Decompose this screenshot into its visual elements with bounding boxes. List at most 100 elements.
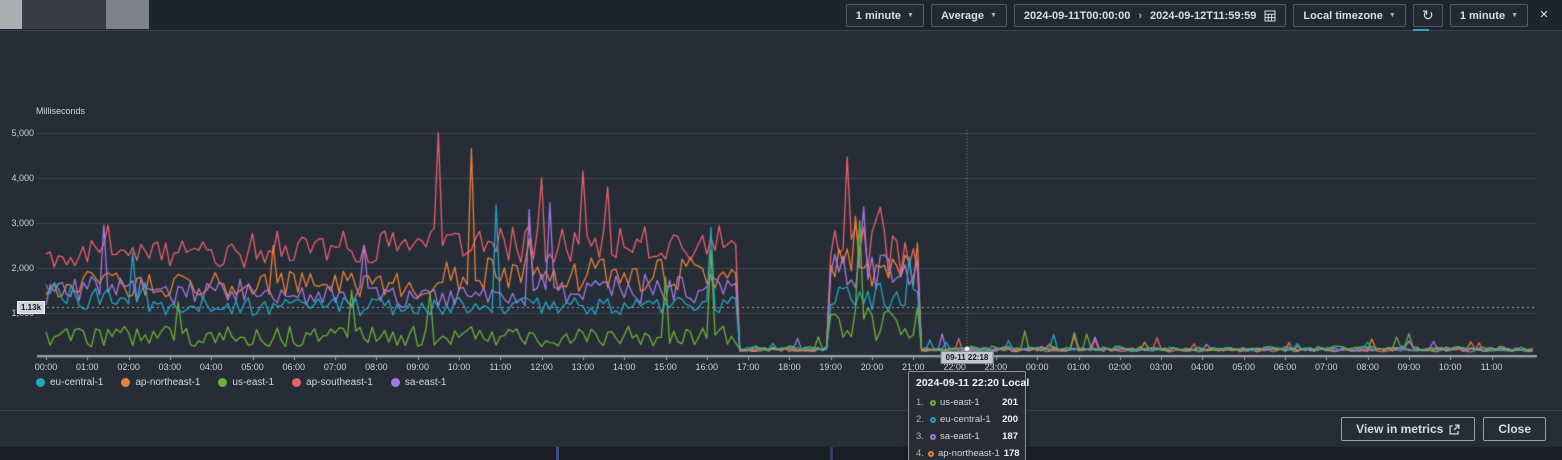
- chevron-right-icon: ›: [1138, 9, 1142, 22]
- date-range-start: 2024-09-11T00:00:00: [1023, 9, 1131, 22]
- series-ring-icon: [930, 399, 936, 406]
- statistic-dropdown[interactable]: Average ▼: [930, 4, 1007, 27]
- date-range-end: 2024-09-12T11:59:59: [1150, 9, 1257, 22]
- x-axis-tick-label: 20:00: [860, 362, 884, 372]
- x-axis-tick-label: 09:00: [406, 362, 429, 372]
- tooltip-rank: 3.: [916, 431, 924, 442]
- chevron-down-icon: ▼: [1388, 12, 1396, 19]
- x-axis-tick-label: 07:00: [1315, 362, 1338, 372]
- tooltip-rank: 1.: [916, 397, 924, 408]
- legend-color-dot: [292, 378, 302, 387]
- tooltip-series-value: 187: [1002, 431, 1018, 442]
- x-axis-tick-label: 03:00: [158, 362, 182, 372]
- x-axis-tick-label: 11:00: [1480, 362, 1503, 372]
- x-axis-tick-label: 01:00: [1067, 362, 1090, 372]
- y-axis-tick-label: 4,000: [11, 173, 34, 183]
- legend-item-sa-east-1[interactable]: sa-east-1: [390, 377, 447, 388]
- x-axis-tick-label: 18:00: [778, 362, 801, 372]
- x-axis-tick-label: 07:00: [323, 362, 347, 372]
- legend-label: sa-east-1: [404, 377, 447, 388]
- tooltip-rank: 4.: [916, 448, 924, 459]
- x-axis-tick-label: 09:00: [1397, 362, 1421, 372]
- tooltip-timestamp: 2024-09-11 22:20 Local: [916, 377, 1030, 389]
- refresh-interval-dropdown[interactable]: 1 minute ▼: [1449, 4, 1528, 27]
- x-axis-tick-label: 03:00: [1149, 362, 1173, 372]
- series-ring-icon: [930, 433, 936, 440]
- x-axis-tick-label: 04:00: [199, 362, 223, 372]
- tooltip-row: 3. sa-east-1 187: [916, 428, 1018, 445]
- x-axis-tick-label: 05:00: [241, 362, 264, 372]
- tooltip-rank: 2.: [916, 414, 924, 425]
- tooltip-row: 4. ap-northeast-1 178: [916, 445, 1020, 460]
- date-range-picker[interactable]: 2024-09-11T00:00:00 › 2024-09-12T11:59:5…: [1013, 4, 1287, 27]
- tooltip-series-value: 200: [1002, 414, 1018, 425]
- refresh-control: ↻: [1412, 4, 1443, 31]
- crosshair-time-badge: 09-11 22:18: [940, 351, 994, 364]
- x-axis-tick-label: 04:00: [1191, 362, 1214, 372]
- tooltip-series-value: 178: [1003, 448, 1020, 459]
- y-axis-title: Milliseconds: [36, 106, 86, 116]
- redacted-title-block: [22, 0, 106, 29]
- series-ring-icon: [927, 450, 934, 457]
- chart-toolbar: 1 minute ▼ Average ▼ 2024-09-11T00:00:00…: [845, 4, 1528, 31]
- x-axis-tick-label: 23:00: [984, 362, 1008, 372]
- legend-item-eu-central-1[interactable]: eu-central-1: [36, 377, 103, 388]
- legend-color-dot: [121, 378, 131, 387]
- x-axis-tick-label: 15:00: [654, 362, 677, 372]
- tooltip-series-value: 201: [1002, 397, 1018, 408]
- dialog-close-icon[interactable]: ×: [1539, 6, 1549, 23]
- redacted-title-block: [106, 0, 149, 29]
- refresh-button[interactable]: ↻: [1412, 4, 1443, 27]
- close-button[interactable]: Close: [1483, 417, 1546, 441]
- chevron-down-icon: ▼: [907, 12, 914, 19]
- footer-divider: [0, 410, 1562, 411]
- series-ring-icon: [930, 416, 936, 423]
- x-axis-tick-label: 17:00: [736, 362, 760, 372]
- legend-label: eu-central-1: [50, 377, 104, 388]
- legend-color-dot: [390, 378, 400, 387]
- x-axis-tick-label: 02:00: [1108, 362, 1132, 372]
- y-axis-tick-label: 2,000: [11, 263, 34, 273]
- background-page-strip: [0, 447, 1562, 460]
- background-page-artifact: [556, 447, 559, 460]
- period-dropdown[interactable]: 1 minute ▼: [845, 4, 924, 27]
- x-axis-tick-label: 00:00: [1025, 362, 1049, 372]
- x-axis-tick-label: 10:00: [447, 362, 471, 372]
- legend-label: us-east-1: [232, 377, 275, 388]
- x-axis-tick-label: 21:00: [902, 362, 925, 372]
- legend-label: ap-northeast-1: [135, 377, 201, 388]
- background-page-artifact: [830, 447, 833, 460]
- x-axis-tick-label: 22:00: [943, 362, 966, 372]
- timezone-dropdown[interactable]: Local timezone ▼: [1293, 4, 1406, 27]
- calendar-icon: [1264, 10, 1276, 22]
- tooltip-series-label: us-east-1: [940, 397, 980, 408]
- redacted-title-block: [0, 0, 22, 29]
- legend-item-us-east-1[interactable]: us-east-1: [218, 377, 274, 388]
- x-axis-tick-label: 16:00: [695, 362, 719, 372]
- period-dropdown-label: 1 minute: [855, 9, 902, 22]
- tooltip-row: 2. eu-central-1 200: [916, 411, 1018, 428]
- x-axis-tick-label: 10:00: [1438, 362, 1462, 372]
- tooltip-series-label: ap-northeast-1: [937, 448, 1000, 459]
- chart-legend: eu-central-1 ap-northeast-1 us-east-1 ap-so…: [36, 377, 447, 388]
- x-axis-tick-label: 19:00: [819, 362, 842, 372]
- legend-color-dot: [36, 378, 45, 387]
- dialog-footer: View in metrics Close: [0, 411, 1562, 447]
- chevron-down-icon: ▼: [989, 12, 997, 19]
- x-axis-tick-label: 01:00: [76, 362, 99, 372]
- legend-item-ap-northeast-1[interactable]: ap-northeast-1: [121, 377, 200, 388]
- threshold-value-badge: 1.13k: [17, 301, 46, 314]
- refresh-icon: ↻: [1421, 7, 1434, 23]
- statistic-dropdown-label: Average: [940, 9, 984, 22]
- x-axis-tick-label: 02:00: [117, 362, 140, 372]
- external-link-icon: [1449, 423, 1460, 435]
- legend-color-dot: [218, 378, 228, 387]
- chevron-down-icon: ▼: [1511, 12, 1518, 19]
- y-axis-tick-label: 5,000: [11, 128, 34, 138]
- view-in-metrics-button[interactable]: View in metrics: [1341, 417, 1476, 441]
- legend-item-ap-southeast-1[interactable]: ap-southeast-1: [292, 377, 373, 388]
- legend-label: ap-southeast-1: [306, 377, 373, 388]
- x-axis-tick-label: 13:00: [571, 362, 595, 372]
